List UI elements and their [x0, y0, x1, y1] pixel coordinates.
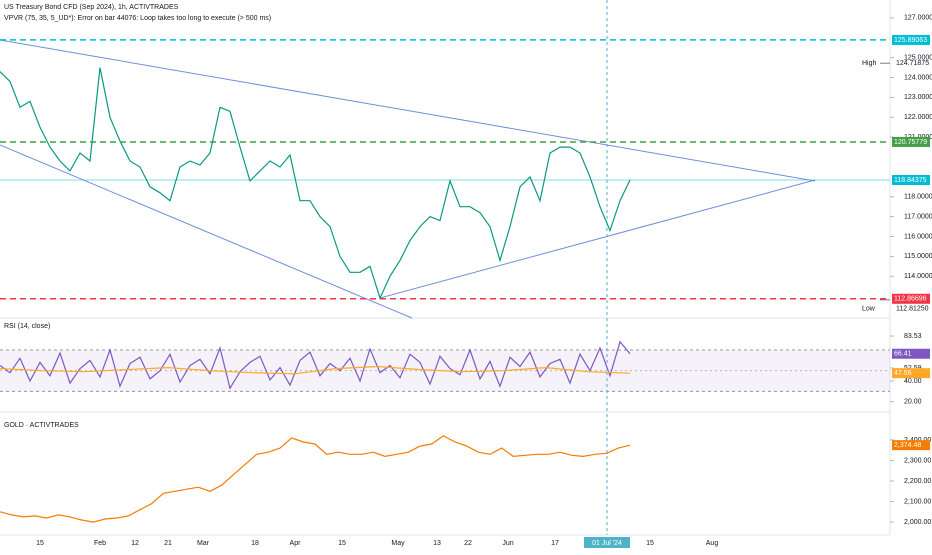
series-line: [0, 67, 631, 300]
x-tick-label: 18: [251, 540, 259, 547]
series-line: [0, 340, 631, 390]
y-tick-label: 122.00000: [904, 114, 932, 121]
y-tick-label: 115.00000: [904, 253, 932, 260]
level-label: [892, 293, 930, 304]
y-tick-label: 127.00000: [904, 15, 932, 22]
pane-title: RSI (14, close): [4, 323, 50, 330]
y-tick-label: 123.00000: [904, 94, 932, 101]
y-tick-label: 114.00000: [904, 273, 932, 280]
low-value: 112.81250: [896, 306, 929, 313]
level-label: [892, 136, 930, 147]
y-tick-label: 2,200.00: [904, 478, 931, 485]
last-value-label-text: 118.84375: [894, 177, 927, 184]
x-tick-label: May: [391, 540, 405, 547]
x-tick-label: 15: [646, 540, 654, 547]
trendline: [0, 39, 816, 182]
last-value-label: [892, 174, 930, 185]
low-name: Low: [862, 306, 876, 313]
x-tick-label: 15: [36, 540, 44, 547]
high-value: 124.71875: [896, 60, 929, 67]
y-tick-label: 40.00: [904, 378, 922, 385]
x-tick-label: 22: [464, 540, 472, 547]
x-tick-label: 13: [433, 540, 441, 547]
x-tick-label: Feb: [94, 540, 106, 547]
y-tick-label: 124.00000: [904, 74, 932, 81]
y-tick-label: 2,300.00: [904, 457, 931, 464]
last-value-label: [892, 348, 930, 359]
x-tick-label: 17: [551, 540, 559, 547]
x-tick-label: 15: [338, 540, 346, 547]
last-value-label-text: 66.41: [894, 351, 912, 358]
chart-title: US Treasury Bond CFD (Sep 2024), 1h, ACT…: [4, 4, 179, 11]
level-label-text: 125.89063: [894, 37, 927, 44]
last-value-label: [892, 368, 930, 379]
y-tick-label: 2,100.00: [904, 498, 931, 505]
indicator-note: VPVR (75, 35, 5_UD*): Error on bar 44076…: [4, 15, 271, 22]
trendline: [379, 179, 816, 299]
high-name: High: [862, 60, 877, 67]
series-line: [0, 435, 631, 523]
crosshair-date-box: [584, 537, 630, 548]
level-label: [892, 34, 930, 45]
last-value-label: [892, 440, 930, 451]
trendline: [0, 144, 413, 319]
y-tick-label: 83.53: [904, 333, 922, 340]
level-label-text: 112.86696: [894, 296, 927, 303]
x-tick-label: Jun: [502, 540, 513, 547]
x-tick-label: 12: [131, 540, 139, 547]
y-tick-label: 117.00000: [904, 213, 932, 220]
y-tick-label: 118.00000: [904, 194, 932, 201]
pane-title: GOLD · ACTIVTRADES: [4, 422, 79, 429]
y-tick-label: 116.00000: [904, 233, 932, 240]
y-tick-label: 125.00000: [904, 54, 932, 61]
last-value-label-text: 47.56: [894, 370, 912, 377]
x-tick-label: 21: [164, 540, 172, 547]
last-value-label-text: 2,374.48: [894, 442, 921, 449]
x-tick-label: Apr: [290, 540, 302, 547]
level-label-text: 120.75779: [894, 139, 927, 146]
crosshair-date: 01 Jul '24: [592, 540, 622, 547]
x-tick-label: Mar: [197, 540, 210, 547]
y-tick-label: 2,000.00: [904, 519, 931, 526]
series-line: [0, 365, 631, 375]
x-tick-label: Aug: [706, 540, 719, 547]
y-tick-label: 20.00: [904, 399, 922, 406]
